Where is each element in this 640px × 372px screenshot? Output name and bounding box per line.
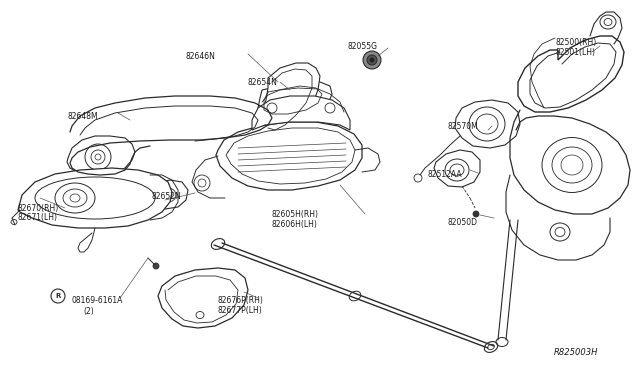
Polygon shape bbox=[158, 268, 248, 328]
Ellipse shape bbox=[363, 51, 381, 69]
Text: R825003H: R825003H bbox=[554, 348, 598, 357]
Text: 82501(LH): 82501(LH) bbox=[556, 48, 596, 57]
Polygon shape bbox=[147, 180, 188, 209]
Text: 82652N: 82652N bbox=[152, 192, 182, 201]
Polygon shape bbox=[434, 150, 480, 187]
Text: 82500(RH): 82500(RH) bbox=[556, 38, 597, 47]
Text: 82570M: 82570M bbox=[448, 122, 479, 131]
Polygon shape bbox=[18, 168, 172, 228]
Text: 82055G: 82055G bbox=[348, 42, 378, 51]
Polygon shape bbox=[258, 82, 332, 118]
Polygon shape bbox=[252, 96, 350, 130]
Ellipse shape bbox=[369, 58, 374, 62]
Text: 08169-6161A: 08169-6161A bbox=[72, 296, 124, 305]
Text: 82676P(RH): 82676P(RH) bbox=[218, 296, 264, 305]
Text: 82677P(LH): 82677P(LH) bbox=[218, 306, 263, 315]
Text: (2): (2) bbox=[83, 307, 93, 316]
Text: 82606H(LH): 82606H(LH) bbox=[272, 220, 318, 229]
Text: 82646N: 82646N bbox=[185, 52, 215, 61]
Ellipse shape bbox=[367, 55, 377, 65]
Ellipse shape bbox=[153, 263, 159, 269]
Text: 82670(RH): 82670(RH) bbox=[18, 204, 60, 213]
Polygon shape bbox=[518, 36, 624, 112]
Text: 82050D: 82050D bbox=[448, 218, 478, 227]
Polygon shape bbox=[67, 136, 135, 176]
Ellipse shape bbox=[473, 211, 479, 217]
Text: R: R bbox=[55, 293, 61, 299]
Text: 82648M: 82648M bbox=[68, 112, 99, 121]
Polygon shape bbox=[216, 122, 362, 190]
Text: 82654N: 82654N bbox=[248, 78, 278, 87]
Polygon shape bbox=[260, 63, 320, 136]
Polygon shape bbox=[455, 100, 520, 148]
Text: 82512AA: 82512AA bbox=[428, 170, 463, 179]
Text: 82671(LH): 82671(LH) bbox=[18, 213, 58, 222]
Text: 82605H(RH): 82605H(RH) bbox=[272, 210, 319, 219]
